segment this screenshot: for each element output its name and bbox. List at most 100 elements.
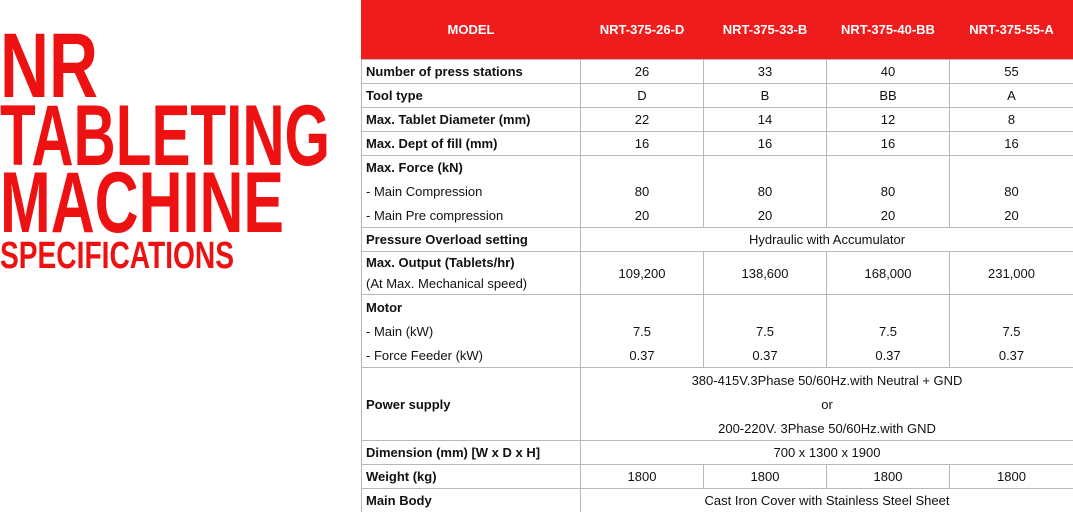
- value-cell: 33: [703, 59, 827, 84]
- value: 0.37: [629, 347, 655, 363]
- row-label-cell: Motor - Main (kW) - Force Feeder (kW): [361, 294, 581, 368]
- value: 16: [880, 136, 896, 151]
- value: 7.5: [632, 323, 652, 339]
- value-cell: BB: [826, 83, 950, 108]
- row-label-cell: Tool type: [361, 83, 581, 108]
- row-label: Number of press stations: [366, 64, 523, 79]
- header-cell: NRT-375-33-B: [703, 0, 827, 59]
- row-label-cell: Pressure Overload setting: [361, 227, 581, 252]
- value-cell: 80 20: [826, 155, 950, 228]
- title-line: NR: [0, 15, 98, 117]
- value: A: [1007, 88, 1016, 103]
- header-cell: NRT-375-26-D: [580, 0, 704, 59]
- spacer: [950, 300, 1073, 315]
- value-cell: 80 20: [580, 155, 704, 228]
- header-text: NRT-375-33-B: [722, 22, 808, 37]
- header-text: NRT-375-40-BB: [841, 22, 935, 37]
- row-label-cell: Power supply: [361, 367, 581, 441]
- value: 7.5: [1002, 323, 1021, 339]
- value-cell: 16: [703, 131, 827, 156]
- spacer: [581, 160, 703, 175]
- sub-label: - Force Feeder (kW): [366, 347, 484, 363]
- spacer: [827, 300, 949, 315]
- value: 0.37: [752, 347, 778, 363]
- value-cell: 1800: [580, 464, 704, 489]
- value: D: [637, 88, 647, 103]
- value-cell: 8: [949, 107, 1073, 132]
- span-text: 200-220V. 3Phase 50/60Hz.with GND: [718, 420, 936, 436]
- value-cell: 7.5 0.37: [580, 294, 704, 368]
- value: 7.5: [755, 323, 775, 339]
- row-label: Pressure Overload setting: [366, 232, 528, 247]
- value-cell: 1800: [703, 464, 827, 489]
- span-text: Cast Iron Cover with Stainless Steel She…: [704, 493, 950, 508]
- row-label: Max. Force (kN): [366, 160, 463, 176]
- span-cell: Cast Iron Cover with Stainless Steel She…: [580, 488, 1073, 512]
- value: 1800: [750, 469, 780, 484]
- value: 80: [1004, 183, 1019, 199]
- value-cell: 80 20: [949, 155, 1073, 228]
- value-cell: 40: [826, 59, 950, 84]
- value-cell: 55: [949, 59, 1073, 84]
- title-block: NR TABLETING MACHINE SPECIFICATIONS: [0, 15, 330, 277]
- span-cell: 700 x 1300 x 1900: [580, 440, 1073, 465]
- row-label: Tool type: [366, 88, 423, 103]
- row-label: Main Body: [366, 493, 432, 508]
- value-cell: D: [580, 83, 704, 108]
- title-line: MACHINE: [0, 155, 284, 251]
- header-cell: NRT-375-40-BB: [826, 0, 950, 59]
- value: B: [760, 88, 770, 103]
- spacer: [827, 160, 949, 175]
- span-text: 380-415V.3Phase 50/60Hz.with Neutral + G…: [691, 372, 963, 388]
- value-cell: 109,200: [580, 251, 704, 295]
- value: 168,000: [864, 265, 912, 281]
- value: 55: [1004, 64, 1019, 79]
- value-cell: 1800: [826, 464, 950, 489]
- value-cell: 7.5 0.37: [949, 294, 1073, 368]
- value-cell: A: [949, 83, 1073, 108]
- value-cell: 16: [826, 131, 950, 156]
- value: 26: [634, 64, 650, 79]
- row-label-cell: Max. Force (kN) - Main Compression - Main …: [361, 155, 581, 228]
- value-cell: 231,000: [949, 251, 1073, 295]
- value-cell: 14: [703, 107, 827, 132]
- value-cell: 12: [826, 107, 950, 132]
- row-label-cell: Main Body: [361, 488, 581, 512]
- value: 80: [634, 183, 650, 199]
- value: 0.37: [998, 347, 1025, 363]
- value-cell: 16: [949, 131, 1073, 156]
- row-label: Motor: [366, 299, 403, 315]
- value-cell: 7.5 0.37: [703, 294, 827, 368]
- value-cell: 16: [580, 131, 704, 156]
- value: 20: [634, 207, 650, 223]
- value: 12: [880, 112, 896, 127]
- value-cell: 138,600: [703, 251, 827, 295]
- row-label: Max. Output (Tablets/hr): [366, 255, 515, 270]
- value: 80: [757, 183, 773, 199]
- row-label-cell: Number of press stations: [361, 59, 581, 84]
- spacer: [704, 300, 826, 315]
- span-text: or: [821, 396, 833, 412]
- row-label-cell: Max. Tablet Diameter (mm): [361, 107, 581, 132]
- sub-label: - Main (kW): [366, 323, 434, 339]
- value: 138,600: [741, 265, 789, 281]
- value: 1800: [627, 469, 657, 484]
- value-cell: 1800: [949, 464, 1073, 489]
- row-label: Weight (kg): [366, 469, 437, 484]
- value: 40: [880, 64, 896, 79]
- value-cell: 168,000: [826, 251, 950, 295]
- spacer: [581, 300, 703, 315]
- row-note: (At Max. Mechanical speed): [366, 276, 528, 291]
- value: 20: [880, 207, 896, 223]
- value-cell: 7.5 0.37: [826, 294, 950, 368]
- row-label: Power supply: [366, 396, 451, 412]
- sub-label: - Main Compression: [366, 183, 483, 199]
- row-label-cell: Max. Output (Tablets/hr) (At Max. Mechani…: [361, 251, 581, 295]
- value-cell: 80 20: [703, 155, 827, 228]
- value: 8: [1007, 112, 1016, 127]
- value: 16: [1004, 136, 1019, 151]
- sub-label: - Main Pre compression: [366, 207, 504, 223]
- span-text: 700 x 1300 x 1900: [773, 445, 881, 460]
- spacer: [950, 160, 1073, 175]
